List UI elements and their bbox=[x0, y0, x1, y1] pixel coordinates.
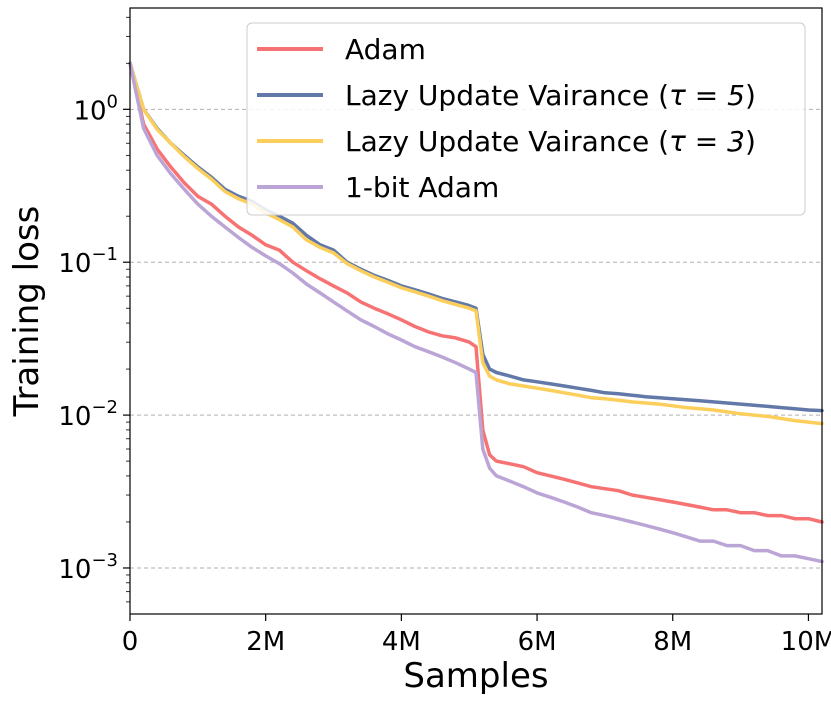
y-tick-label: 10−2 bbox=[58, 397, 118, 432]
x-axis-label: Samples bbox=[403, 656, 548, 696]
series-line-0 bbox=[128, 61, 824, 524]
legend-label-adam: Adam bbox=[345, 33, 426, 66]
x-tick-label: 6M bbox=[518, 627, 557, 657]
series-line-3 bbox=[128, 61, 824, 564]
y-tick-label: 100 bbox=[73, 91, 118, 126]
y-axis-label: Training loss bbox=[7, 206, 47, 418]
plot-frame bbox=[129, 7, 823, 615]
y-tick-label: 10−1 bbox=[58, 244, 118, 279]
legend-label-lazy-tau5: Lazy Update Vairance (τ = 5) bbox=[345, 79, 756, 112]
legend-label-1bit-adam: 1-bit Adam bbox=[345, 171, 499, 204]
y-tick-label: 10−3 bbox=[58, 550, 118, 585]
legend-label-lazy-tau3: Lazy Update Vairance (τ = 3) bbox=[345, 125, 756, 158]
legend-box bbox=[246, 22, 806, 216]
x-tick-label: 0 bbox=[122, 627, 139, 657]
x-tick-label: 8M bbox=[653, 627, 692, 657]
x-tick-label: 2M bbox=[246, 627, 285, 657]
x-tick-label: 4M bbox=[382, 627, 421, 657]
tick-layer: 100 10−1 10−2 10−3 0 2M 4M 6M 8M 10M bbox=[58, 16, 831, 657]
legend: Adam Lazy Update Vairance (τ = 5) Lazy U… bbox=[246, 22, 806, 216]
x-tick-label: 10M bbox=[781, 627, 831, 657]
